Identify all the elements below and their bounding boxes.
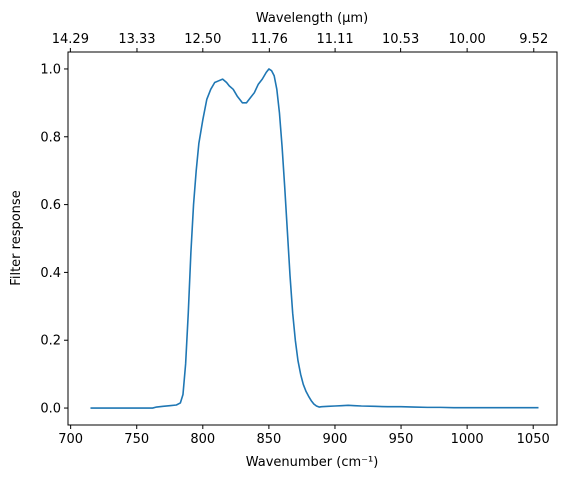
x-tick-label: 950: [389, 432, 414, 447]
y-axis-label: Filter response: [9, 190, 24, 285]
x-tick-label: 900: [323, 432, 348, 447]
x-axis-label: Wavenumber (cm⁻¹): [246, 455, 379, 470]
plot-frame: [67, 51, 558, 426]
top-tick-label: 10.00: [449, 32, 486, 47]
top-tick-label: 10.53: [382, 32, 419, 47]
x-tick-label: 1050: [517, 432, 550, 447]
y-tick-label: 0.4: [40, 266, 61, 281]
top-axis-label: Wavelength (μm): [256, 11, 368, 26]
x-tick-label: 750: [124, 432, 149, 447]
top-tick-label: 11.11: [316, 32, 353, 47]
y-axis-left: 0.0 0.2 0.4 0.6 0.8 1.0: [40, 62, 68, 417]
series-group: [90, 68, 539, 409]
top-tick-label: 13.33: [118, 32, 155, 47]
x-axis-top: 14.29 13.33 12.50 11.76 11.11 10.53 10.00 9.52: [52, 32, 548, 52]
plot-area: [67, 51, 558, 426]
x-axis-bottom: 700 750 800 850 900 950 1000 1050: [58, 425, 550, 447]
series-line: [90, 68, 539, 409]
x-tick-label: 1000: [451, 432, 484, 447]
x-tick-label: 800: [190, 432, 215, 447]
x-tick-label: 850: [256, 432, 281, 447]
top-tick-label: 14.29: [52, 32, 89, 47]
top-tick-label: 11.76: [251, 32, 288, 47]
y-tick-label: 0.2: [40, 334, 61, 349]
y-tick-label: 0.6: [40, 198, 61, 213]
top-tick-label: 12.50: [184, 32, 221, 47]
y-tick-label: 1.0: [40, 62, 61, 77]
x-tick-label: 700: [58, 432, 83, 447]
y-tick-label: 0.8: [40, 130, 61, 145]
top-tick-label: 9.52: [519, 32, 548, 47]
y-tick-label: 0.0: [40, 402, 61, 417]
